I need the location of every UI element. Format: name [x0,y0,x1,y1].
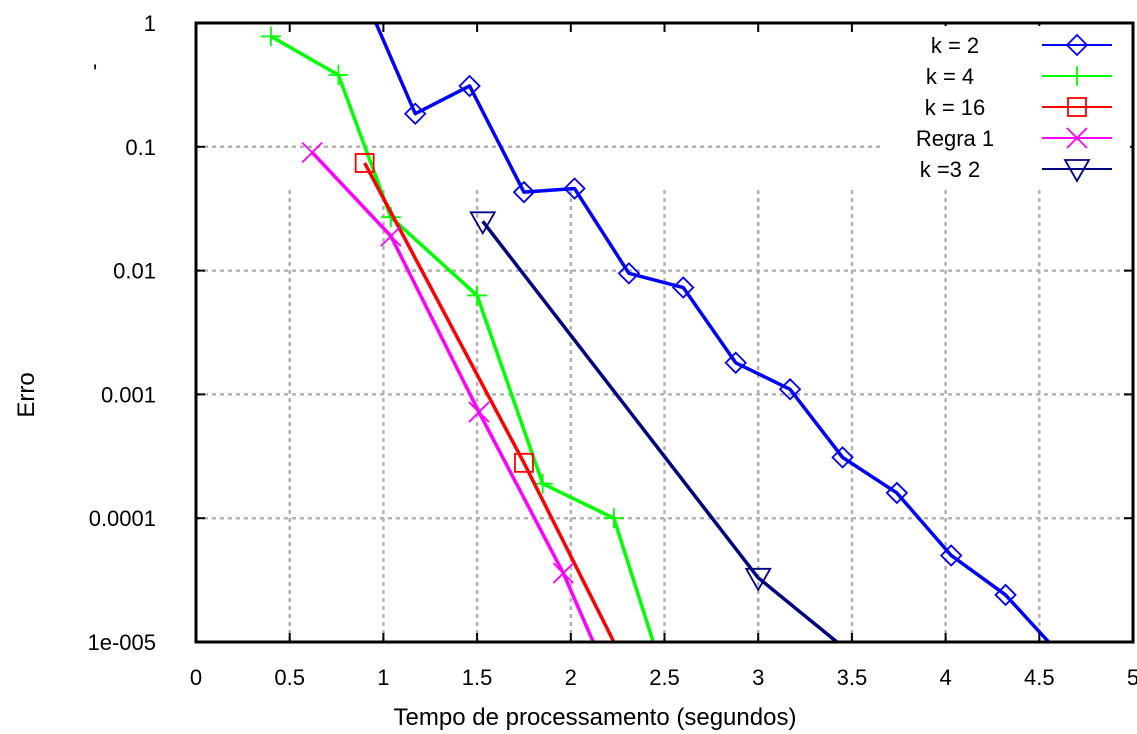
legend-label: k = 4 [926,64,974,89]
data-point [380,225,402,247]
legend-label: k = 16 [925,95,986,120]
legend-marker [1067,97,1087,117]
tick-labels: 0 0.5 1 1.5 2 2.5 3 3.5 4 4.5 5 1 0.1 0.01 0.001 0.0001… [87,11,1137,690]
data-point [617,262,641,285]
series-k-2 [374,22,1050,644]
data-point [563,177,586,200]
x-tick-label: 1 [377,665,389,690]
series-regra-1 [301,141,595,643]
data-point [512,180,536,204]
data-point [885,481,909,505]
tick-marks [195,22,1134,643]
data-point [994,583,1017,607]
data-point [301,141,323,164]
data-point [939,544,963,567]
legend: k = 2 k = 4 k = 16 Regra 1 k =3 2 [880,26,1130,190]
legend-marker [1066,127,1088,149]
x-tick-label: 1.5 [462,665,493,690]
data-point [552,562,574,584]
data-point [831,446,854,469]
data-point [458,74,481,98]
data-point [671,276,695,299]
x-tick-label: 3.5 [837,665,868,690]
data-point [468,401,490,423]
series-k-16 [354,153,616,643]
x-tick-label: 2 [565,665,577,690]
legend-marker [1063,159,1091,183]
series-line [363,162,616,643]
legend-marker [1067,66,1087,86]
legend-marker [1065,33,1089,57]
data-point [778,378,802,401]
data-point [354,153,375,173]
x-tick-label: 4.5 [1024,665,1055,690]
data-point [260,26,281,47]
grid [196,145,1133,642]
data-point [603,508,624,529]
data-point [514,452,534,473]
y-tick-label: 0.001 [101,382,156,407]
series-layer [260,22,1050,644]
y-tick-label: 1e-005 [87,630,156,655]
y-tick-label: 0.0001 [89,506,156,531]
x-tick-label: 2.5 [649,665,680,690]
series-line [481,220,839,644]
x-tick-label: 0 [190,665,202,690]
data-point [328,65,349,86]
stray-mark: ' [93,60,97,85]
series-line [270,34,655,643]
x-tick-label: 4 [939,665,951,690]
series-line [374,22,1050,644]
series-line [310,151,595,643]
data-point [724,351,747,375]
data-point [467,285,488,306]
x-tick-label: 0.5 [274,665,305,690]
y-tick-label: 0.1 [125,135,156,160]
x-tick-label: 5 [1127,665,1137,690]
x-tick-label: 3 [752,665,764,690]
y-tick-label: 1 [144,11,156,36]
series-k-4 [260,26,655,643]
legend-label: Regra 1 [916,126,994,151]
legend-label: k =3 2 [920,157,981,182]
data-point [403,102,427,125]
x-axis-label: Tempo de processamento (segundos) [394,704,797,731]
y-tick-label: 0.01 [113,259,156,284]
series-k-3-2 [469,211,839,644]
y-axis-label: Erro [13,372,40,417]
legend-label: k = 2 [931,33,979,58]
data-point [469,211,497,236]
data-point [744,567,772,592]
